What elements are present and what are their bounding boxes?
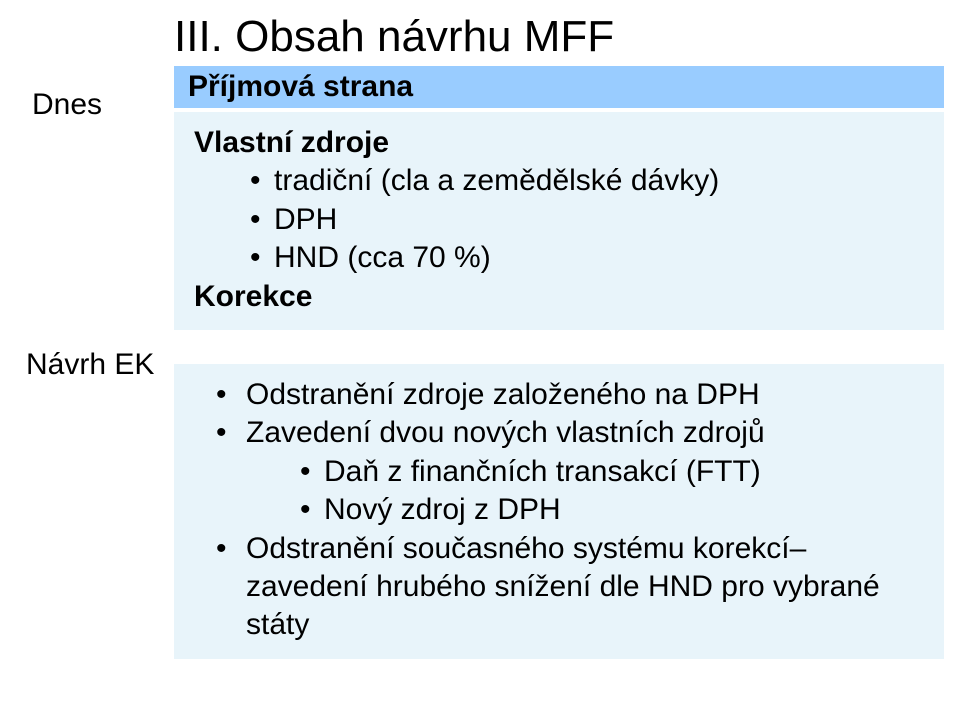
sublist: Daň z finančních transakcí (FTT) Nový zd… (300, 453, 924, 530)
slide: III. Obsah návrhu MFF Příjmová strana Dn… (0, 0, 960, 720)
list-item: HND (cca 70 %) (250, 239, 924, 277)
list-item: Daň z finančních transakcí (FTT) (300, 453, 924, 491)
list-vlastni-zdroje: tradiční (cla a zemědělské dávky) DPH HN… (250, 162, 924, 277)
label-navrh-ek: Návrh EK (26, 348, 154, 382)
list-item: tradiční (cla a zemědělské dávky) (250, 162, 924, 200)
list-item: Odstranění současného systému korekcí– z… (216, 530, 924, 645)
subtitle-band: Příjmová strana (174, 66, 944, 108)
list-item: Nový zdroj z DPH (300, 491, 924, 529)
content-block-navrh: Odstranění zdroje založeného na DPH Zave… (174, 364, 944, 659)
heading-korekce: Korekce (194, 278, 924, 316)
list-item-text: Zavedení dvou nových vlastních zdrojů (246, 416, 765, 449)
label-dnes: Dnes (32, 88, 102, 122)
slide-title: III. Obsah návrhu MFF (174, 12, 920, 62)
list-item: DPH (250, 201, 924, 239)
content-block-dnes: Vlastní zdroje tradiční (cla a zemědělsk… (174, 112, 944, 330)
list-item: Zavedení dvou nových vlastních zdrojů Da… (216, 414, 924, 529)
list-navrh: Odstranění zdroje založeného na DPH Zave… (216, 376, 924, 645)
list-item: Odstranění zdroje založeného na DPH (216, 376, 924, 414)
heading-vlastni-zdroje: Vlastní zdroje (194, 124, 924, 162)
